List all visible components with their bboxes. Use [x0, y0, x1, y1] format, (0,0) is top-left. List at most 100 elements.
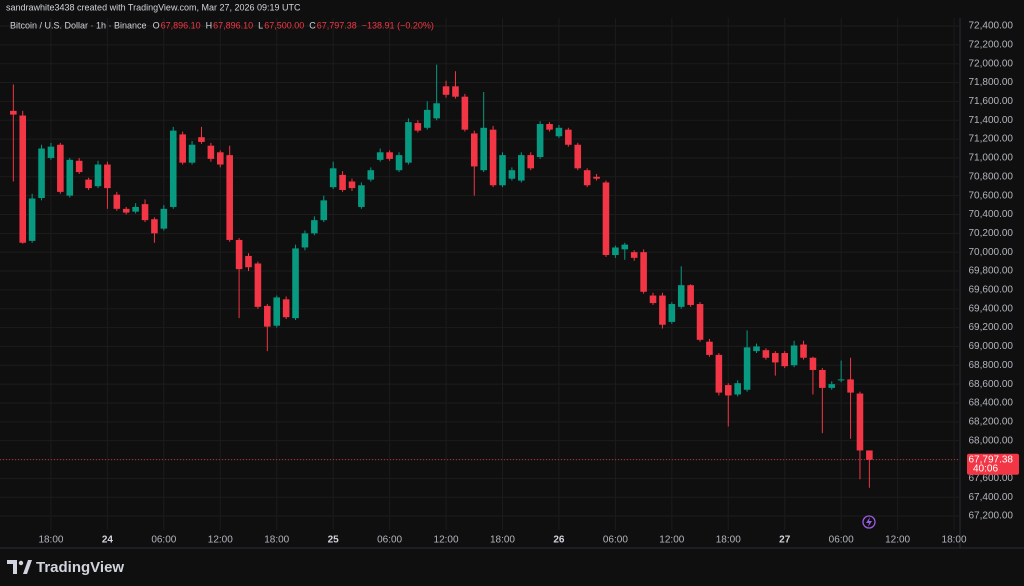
x-tick-label: 18:00	[942, 535, 967, 546]
candle-body	[762, 350, 770, 358]
candle-body	[489, 129, 497, 186]
x-tick-label: 12:00	[885, 535, 910, 546]
candle-body	[47, 146, 55, 158]
candle-body	[772, 353, 779, 363]
y-tick-label: 72,400.00	[969, 21, 1014, 32]
x-tick-label: 06:00	[603, 535, 628, 546]
candle-body	[198, 137, 205, 142]
x-tick-label: 18:00	[716, 535, 741, 546]
y-tick-label: 68,600.00	[969, 379, 1014, 390]
x-tick-label: 18:00	[490, 535, 515, 546]
candle-body	[640, 252, 647, 292]
y-tick-label: 72,200.00	[969, 39, 1014, 50]
candle-body	[395, 155, 403, 171]
y-tick-label: 70,600.00	[969, 190, 1014, 201]
x-tick-label: 06:00	[829, 535, 854, 546]
candle-body	[470, 133, 478, 167]
candle-body	[179, 134, 186, 163]
candle-body	[329, 168, 337, 188]
candle-body	[113, 194, 121, 209]
candle-body	[696, 304, 704, 340]
candle-body	[28, 198, 36, 241]
candle-body	[508, 170, 516, 179]
countdown: 40:06	[973, 463, 998, 474]
candle-body	[790, 345, 798, 366]
candle-body	[264, 305, 271, 327]
y-tick-label: 71,800.00	[969, 77, 1014, 88]
candle-body	[358, 185, 365, 207]
candle-body	[837, 379, 845, 381]
legend-value: 67,896.10	[161, 20, 201, 30]
candle-body	[819, 369, 826, 388]
x-tick-label: 24	[102, 535, 114, 546]
y-tick-label: 68,200.00	[969, 416, 1014, 427]
candle-body	[847, 379, 854, 393]
candle-body	[800, 344, 807, 358]
legend-key: O	[153, 20, 160, 30]
candle-body	[311, 220, 318, 234]
candle-body	[75, 160, 83, 173]
candle-body	[414, 123, 422, 131]
candle-body	[160, 208, 168, 229]
candle-body	[433, 103, 440, 119]
candle-body	[216, 152, 224, 165]
candle-body	[565, 129, 572, 145]
legend-value: 67,797.38	[317, 20, 357, 30]
candle-body	[132, 206, 139, 212]
y-tick-label: 70,200.00	[969, 228, 1014, 239]
candle-body	[339, 174, 346, 190]
legend-title: Bitcoin / U.S. Dollar · 1h · Binance	[10, 20, 147, 30]
logo-shape	[23, 560, 32, 574]
candle-body	[254, 263, 262, 307]
y-tick-label: 68,000.00	[969, 435, 1014, 446]
candle-body	[423, 109, 431, 128]
x-tick-label: 06:00	[151, 535, 176, 546]
last-price-label: 67,797.38	[969, 454, 1014, 465]
y-tick-label: 69,600.00	[969, 285, 1014, 296]
candle-body	[546, 124, 553, 130]
y-tick-label: 71,600.00	[969, 96, 1014, 107]
candle-body	[781, 353, 789, 367]
y-tick-label: 70,400.00	[969, 209, 1014, 220]
y-tick-label: 70,000.00	[969, 247, 1014, 258]
alert-icon[interactable]	[862, 515, 876, 529]
candle-body	[753, 346, 760, 352]
candle-body	[19, 115, 27, 243]
candle-body	[583, 170, 591, 186]
candle-body	[687, 285, 694, 305]
candle-body	[743, 347, 751, 390]
candle-body	[292, 248, 299, 319]
candle-body	[612, 247, 619, 256]
attribution: sandrawhite3438 created with TradingView…	[6, 2, 301, 12]
y-tick-label: 69,400.00	[969, 303, 1014, 314]
legend-key: L	[258, 20, 263, 30]
x-tick-label: 27	[779, 535, 791, 546]
candle-body	[574, 144, 582, 169]
candle-body	[527, 155, 535, 169]
candle-body	[461, 96, 469, 130]
candle-body	[856, 393, 864, 451]
candle-body	[273, 297, 281, 326]
candle-body	[828, 384, 836, 388]
candle-body	[809, 357, 817, 370]
y-tick-label: 69,800.00	[969, 266, 1014, 277]
candle-body	[677, 285, 685, 307]
candle-body	[320, 200, 328, 221]
candle-body	[593, 176, 600, 179]
y-tick-label: 69,200.00	[969, 322, 1014, 333]
candle-body	[282, 299, 290, 318]
candle-body	[301, 233, 309, 248]
candle-body	[442, 86, 450, 95]
y-tick-label: 71,000.00	[969, 153, 1014, 164]
candle-body	[649, 295, 657, 304]
candle-body	[386, 152, 393, 159]
logo-shape	[7, 560, 17, 574]
x-tick-label: 18:00	[264, 535, 289, 546]
brand-name: TradingView	[36, 559, 124, 576]
candle-body	[10, 110, 17, 115]
x-tick-label: 12:00	[434, 535, 459, 546]
candle-body	[536, 124, 544, 158]
legend: Bitcoin / U.S. Dollar · 1h · Binance O 67,…	[10, 20, 434, 30]
